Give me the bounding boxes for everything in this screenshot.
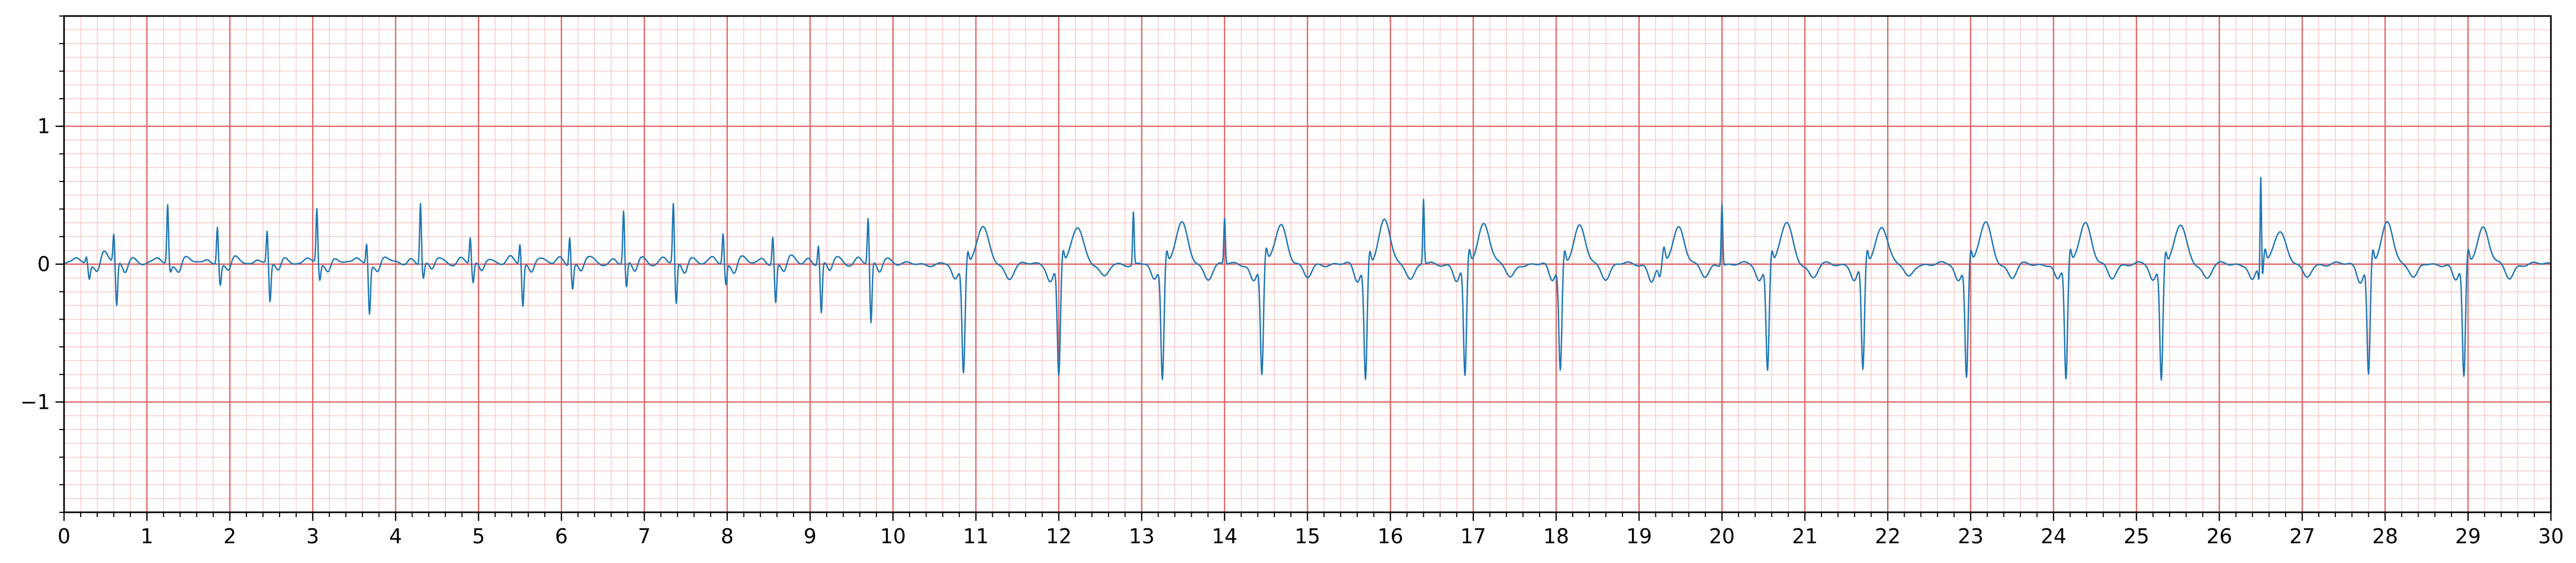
y-tick-label: −1 (20, 390, 50, 414)
x-tick-label: 19 (1626, 525, 1652, 548)
x-tick-label: 7 (638, 525, 651, 548)
x-tick-label: 3 (306, 525, 319, 548)
x-tick-label: 26 (2206, 525, 2232, 548)
x-tick-label: 23 (1957, 525, 1983, 548)
x-tick-label: 15 (1295, 525, 1320, 548)
x-tick-label: 6 (555, 525, 568, 548)
x-tick-label: 10 (880, 525, 906, 548)
x-tick-label: 0 (58, 525, 70, 548)
ecg-series-line (64, 177, 2551, 381)
y-axis: −1 0 1 (20, 15, 64, 513)
x-tick-label: 27 (2289, 525, 2315, 548)
x-tick-label: 25 (2123, 525, 2149, 548)
x-tick-label: 2 (224, 525, 236, 548)
x-tick-label: 12 (1046, 525, 1072, 548)
x-tick-label: 28 (2372, 525, 2398, 548)
x-tick-label: 29 (2455, 525, 2480, 548)
x-tick-label: 4 (389, 525, 402, 548)
x-tick-label: 18 (1543, 525, 1569, 548)
x-tick-label: 9 (804, 525, 817, 548)
x-tick-label: 13 (1129, 525, 1154, 548)
x-tick-label: 11 (963, 525, 988, 548)
x-tick-label: 16 (1377, 525, 1403, 548)
x-tick-label: 21 (1792, 525, 1818, 548)
x-axis: 0 1 2 3 4 5 6 7 8 9 10 11 12 13 14 15 16 17 18 19 20 21 22 23 24… (58, 512, 2564, 548)
x-tick-label: 17 (1460, 525, 1486, 548)
x-tick-label: 24 (2041, 525, 2066, 548)
major-grid (63, 16, 2552, 512)
x-tick-label: 20 (1709, 525, 1734, 548)
y-tick-label: 1 (37, 115, 50, 138)
x-tick-label: 8 (721, 525, 734, 548)
x-tick-label: 30 (2538, 525, 2564, 548)
y-tick-label: 0 (37, 252, 50, 276)
x-tick-label: 5 (472, 525, 485, 548)
x-tick-label: 22 (1875, 525, 1900, 548)
x-tick-label: 14 (1211, 525, 1237, 548)
x-tick-label: 1 (140, 525, 153, 548)
